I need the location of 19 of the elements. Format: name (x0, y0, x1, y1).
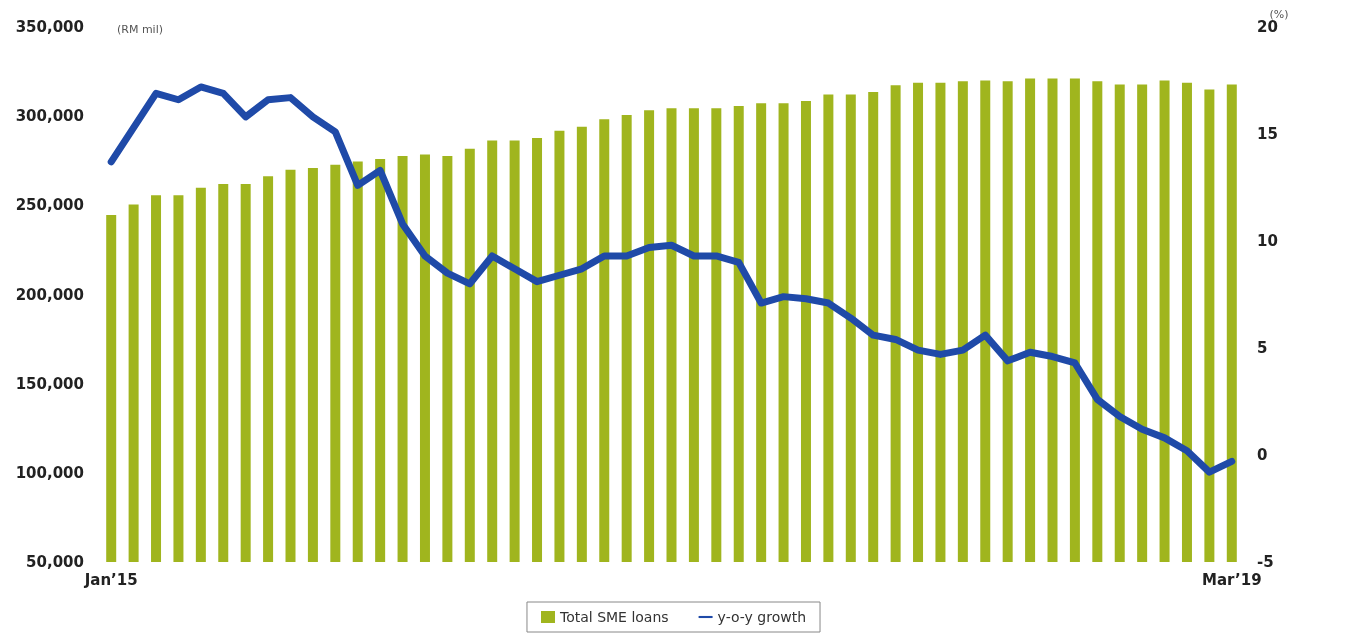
x-tick-label: Jan’15 (83, 570, 138, 589)
y-tick-label: 50,000 (26, 553, 84, 571)
x-tick-label: Mar’19 (1201, 570, 1262, 589)
y-axis-title: (RM mil) (116, 23, 164, 36)
legend-label: Total SME loans (558, 609, 669, 625)
y-tick-label: 200,000 (15, 285, 84, 304)
y2-tick-label: 15 (1257, 125, 1278, 143)
y-tick-label: 100,000 (15, 463, 84, 482)
y2-tick-label: 5 (1257, 339, 1268, 357)
y-tick-label: 150,000 (15, 374, 84, 393)
y2-tick-label: 10 (1257, 232, 1278, 250)
y-tick-label: 250,000 (15, 196, 84, 215)
y-tick-label: 350,000 (15, 18, 84, 36)
y2-tick-label: 20 (1257, 18, 1278, 36)
y2-tick-label: 0 (1257, 446, 1268, 464)
legend-label: y-o-y growth (717, 609, 807, 625)
y2-axis-title: (%) (1269, 7, 1289, 21)
y2-tick-label: -5 (1257, 553, 1274, 571)
y-tick-label: 300,000 (15, 107, 84, 126)
